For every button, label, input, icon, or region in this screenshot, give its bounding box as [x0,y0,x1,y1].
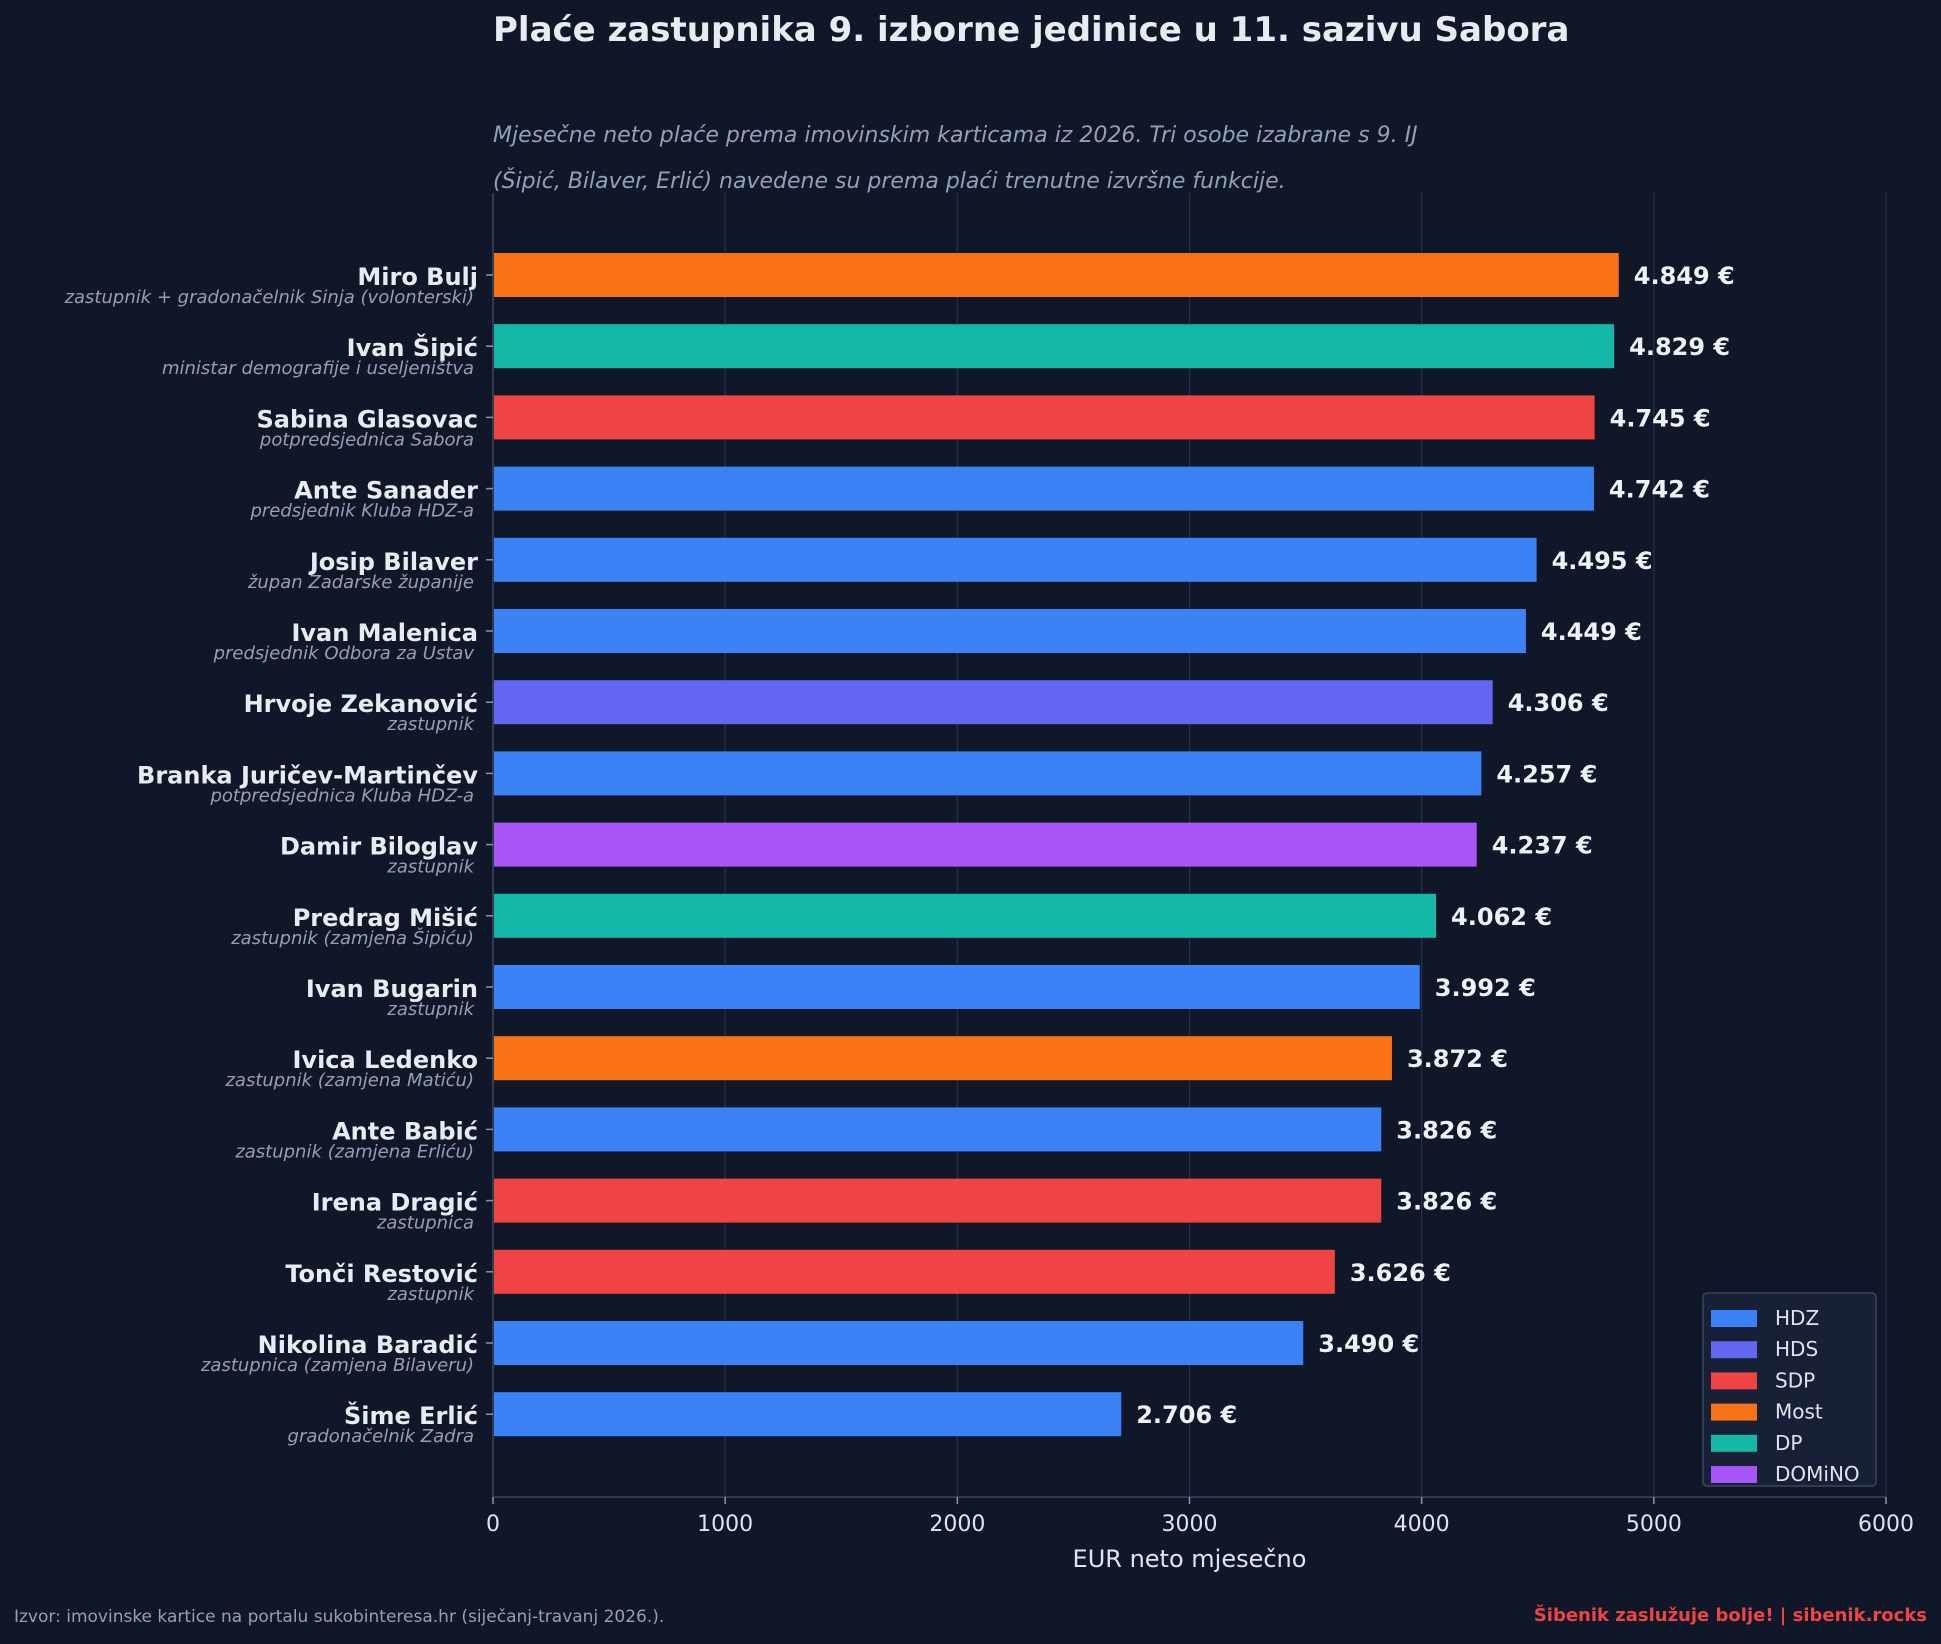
category-name-label: Ante Sanader [294,477,478,505]
legend-swatch [1711,1372,1757,1390]
subtitle-line-2: (Šipić, Bilaver, Erlić) navedene su prem… [493,169,1286,194]
category-role-label: potpredsjednica Kluba HDZ-a [209,785,474,806]
bar [494,893,1437,938]
category-name-label: Miro Bulj [357,263,478,291]
bar-value-label: 4.829 € [1629,333,1730,361]
category-role-label: zastupnik [386,857,475,878]
x-tick-label: 5000 [1626,1512,1682,1537]
bar-value-label: 4.062 € [1451,903,1552,931]
bar-value-label: 4.745 € [1610,404,1711,432]
chart-title: Plaće zastupnika 9. izborne jedinice u 1… [493,10,1570,50]
x-tick-label: 3000 [1162,1512,1218,1537]
category-name-label: Josip Bilaver [308,548,478,576]
bar [494,1392,1122,1437]
category-role-label: potpredsjednica Sabora [259,429,474,450]
bar-value-label: 3.872 € [1407,1045,1508,1073]
bar [494,1107,1382,1152]
bar-value-label: 4.742 € [1609,476,1710,504]
category-name-label: Šime Erlić [344,1400,478,1430]
bar [494,537,1537,582]
subtitle-line-1: Mjesečne neto plaće prema imovinskim kar… [493,123,1418,148]
bar-value-label: 3.626 € [1350,1259,1451,1287]
category-name-label: Tonči Restović [285,1260,478,1288]
bar [494,1321,1304,1365]
category-name-label: Predrag Mišić [293,904,478,932]
bar-value-label: 4.495 € [1552,547,1653,575]
legend-label: DOMiNO [1775,1462,1860,1486]
legend-swatch [1711,1434,1757,1452]
category-name-label: Irena Dragić [312,1189,478,1217]
legend-label: DP [1775,1431,1802,1455]
category-role-label: gradonačelnik Zadra [288,1426,474,1447]
category-role-label: predsjednik Kluba HDZ-a [249,501,474,522]
bar [494,680,1493,725]
category-name-label: Ivan Šipić [347,332,478,362]
legend-swatch [1711,1403,1757,1421]
x-tick-label: 1000 [697,1512,753,1537]
bar-value-label: 4.306 € [1508,689,1609,717]
category-name-label: Ivica Ledenko [293,1046,479,1074]
category-role-label: zastupnica [376,1213,474,1234]
legend-label: HDS [1775,1337,1818,1361]
category-name-label: Nikolina Baradić [258,1331,478,1359]
bar [494,609,1526,653]
category-role-label: zastupnik (zamjena Matiću) [224,1070,474,1091]
bar-value-label: 4.237 € [1492,832,1593,860]
category-role-label: ministar demografije i useljeništva [162,358,474,379]
bar-value-label: 2.706 € [1136,1401,1237,1429]
category-role-label: zastupnik [386,999,475,1020]
bar [494,965,1420,1009]
legend-swatch [1711,1341,1757,1359]
chart-subtitle: Mjesečne neto plaće prema imovinskim kar… [493,113,1418,205]
category-name-label: Branka Juričev-Martinčev [137,761,478,789]
category-role-label: zastupnik + gradonačelnik Sinja (volonte… [64,287,474,308]
category-role-label: zastupnik (zamjena Erliću) [234,1141,474,1162]
category-role-label: predsjednik Odbora za Ustav [213,643,475,664]
category-name-label: Ivan Malenica [291,619,478,647]
category-name-label: Damir Biloglav [280,833,478,861]
legend-label: SDP [1775,1368,1815,1392]
category-name-label: Ivan Bugarin [306,975,478,1003]
x-tick-label: 4000 [1394,1512,1450,1537]
category-role-label: zastupnik [386,1284,475,1305]
bar [494,1036,1392,1081]
category-role-label: zastupnik (zamjena Šipiću) [230,927,474,949]
bar-value-label: 4.849 € [1634,262,1735,290]
x-tick-label: 0 [486,1512,500,1537]
category-role-label: zastupnica (zamjena Bilaveru) [200,1355,474,1376]
category-role-label: župan Zadarske županije [247,572,474,593]
legend-swatch [1711,1466,1757,1483]
bar-value-label: 4.257 € [1496,760,1597,788]
bar [494,395,1595,440]
bar-value-label: 3.490 € [1318,1330,1419,1358]
bar-value-label: 3.826 € [1396,1188,1497,1216]
bar [494,822,1477,867]
legend-swatch [1711,1310,1757,1327]
x-tick-label: 6000 [1858,1512,1914,1537]
bar [494,751,1482,796]
category-name-label: Hrvoje Zekanović [244,690,478,718]
footer-brand: Šibenik zaslužuje bolje! | sibenik.rocks [1533,1605,1927,1626]
category-name-label: Ante Babić [332,1117,478,1145]
footer-source: Izvor: imovinske kartice na portalu suko… [14,1607,665,1627]
bar [494,1178,1382,1223]
bar [494,253,1619,297]
bar-value-label: 3.826 € [1396,1116,1497,1144]
category-role-label: zastupnik [386,714,475,735]
category-name-label: Sabina Glasovac [257,405,478,433]
bar-value-label: 3.992 € [1435,974,1536,1002]
bar [494,466,1594,511]
bar-value-label: 4.449 € [1541,618,1642,646]
bar [494,1249,1335,1294]
x-axis-label: EUR neto mjesečno [1073,1545,1307,1573]
legend-label: HDZ [1775,1306,1819,1330]
bar [494,324,1615,369]
x-tick-label: 2000 [929,1512,985,1537]
legend-label: Most [1775,1400,1823,1424]
